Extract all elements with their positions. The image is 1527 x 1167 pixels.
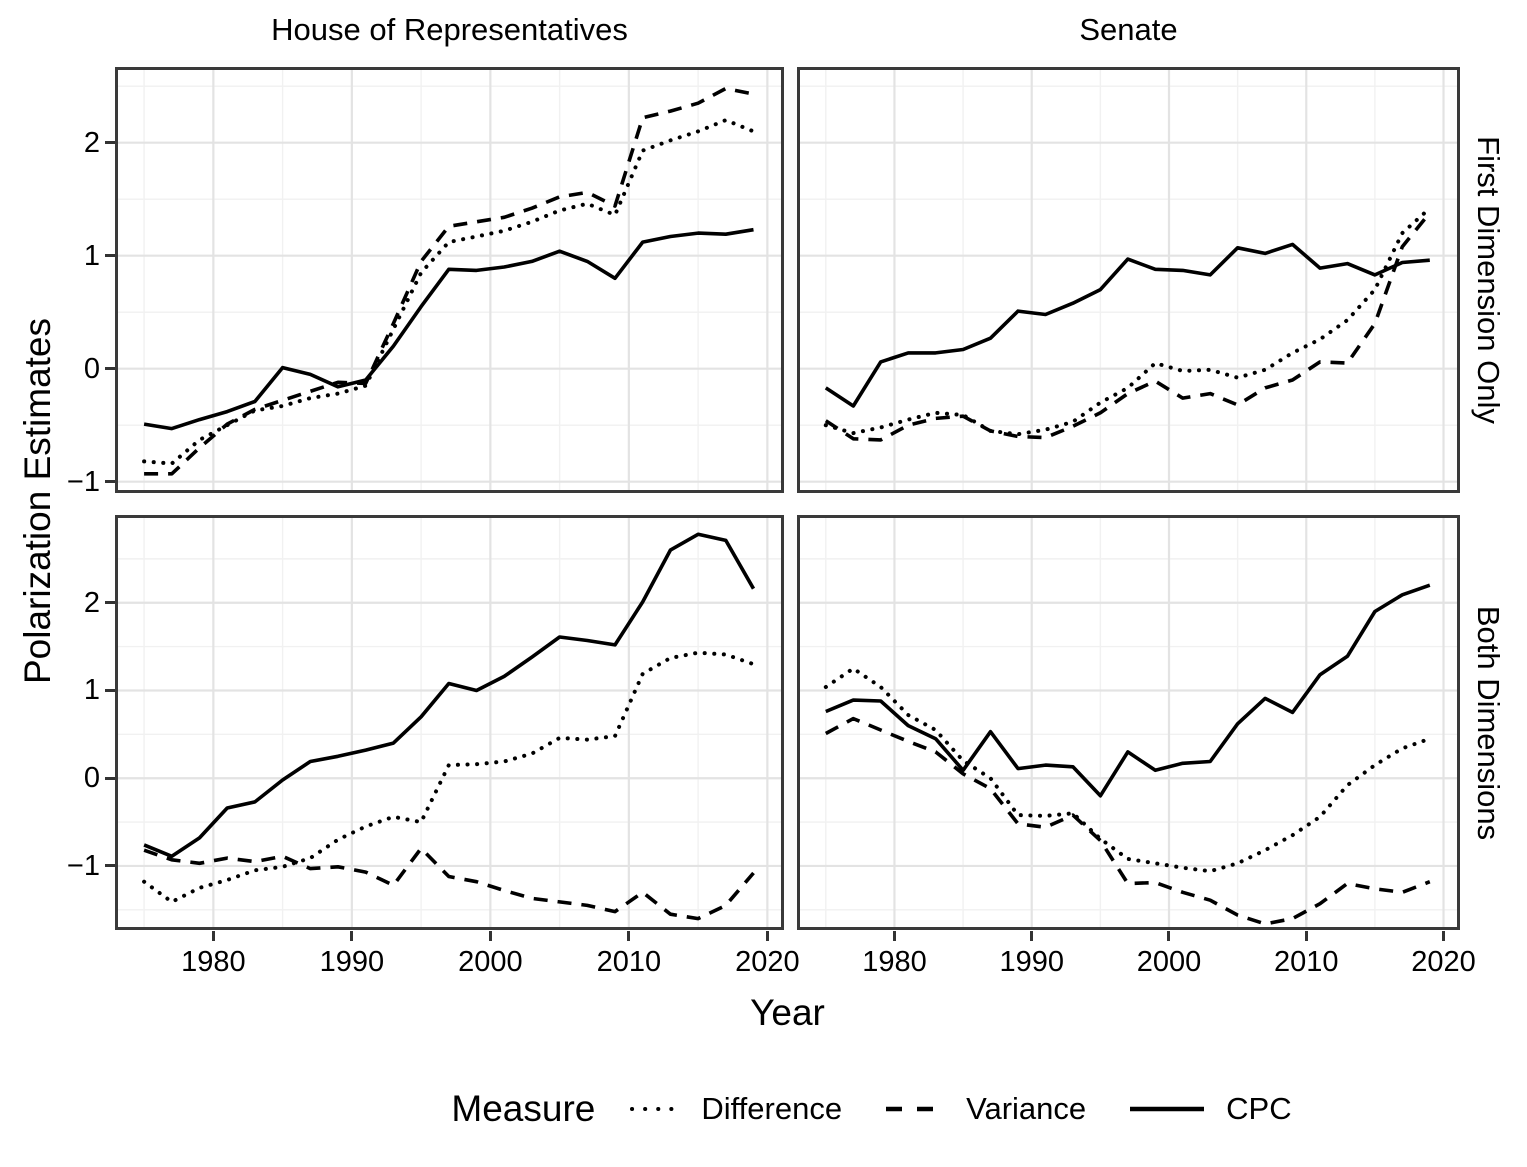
x-tick-label: 2020 xyxy=(1411,946,1476,978)
y-tick-mark xyxy=(105,254,115,258)
x-tick-mark xyxy=(1167,931,1171,941)
x-tick-mark xyxy=(627,931,631,941)
panel-senate-both-dimensions xyxy=(797,515,1460,930)
x-tick-mark xyxy=(1030,931,1034,941)
x-tick-label: 2010 xyxy=(1273,946,1339,978)
facet-strip-label: Both Dimensions xyxy=(1471,605,1506,840)
series-cpc-line xyxy=(825,583,1431,798)
legend-title: Measure xyxy=(451,1088,596,1129)
y-tick-label: −1 xyxy=(66,465,100,498)
panel-border xyxy=(797,67,1460,493)
series-difference-line xyxy=(823,666,1432,874)
legend-item-difference: Difference xyxy=(629,1091,842,1127)
legend-item-variance: Variance xyxy=(884,1091,1086,1127)
x-tick-mark xyxy=(1304,931,1308,941)
panel-house-first-dimension xyxy=(115,67,784,493)
x-tick-label: 1980 xyxy=(862,946,927,978)
series-difference-line xyxy=(142,118,756,466)
x-tick-mark xyxy=(1442,931,1446,941)
y-tick-label: 2 xyxy=(83,126,100,159)
y-tick-label: −1 xyxy=(66,849,100,882)
y-tick-label: 1 xyxy=(83,674,100,707)
y-tick-mark xyxy=(105,367,115,371)
series-difference-line xyxy=(142,650,756,904)
panel-border xyxy=(115,515,784,930)
series-cpc-line xyxy=(143,532,756,859)
x-axis-title: Year xyxy=(750,992,825,1033)
panel-house-both-dimensions xyxy=(115,515,784,930)
panel-border xyxy=(115,67,784,493)
facet-strip-both-dimensions: Both Dimensions xyxy=(1466,515,1510,930)
x-tick-label: 2020 xyxy=(735,946,800,978)
series-cpc-line xyxy=(143,227,754,431)
y-tick-mark xyxy=(105,141,115,145)
solid-line-key xyxy=(1130,1106,1205,1112)
x-tick-mark xyxy=(350,931,354,941)
legend-item-cpc: CPC xyxy=(1128,1091,1292,1127)
y-axis-title: Polarization Estimates xyxy=(17,317,58,685)
legend-item-label: CPC xyxy=(1226,1091,1292,1126)
series-variance-line xyxy=(824,716,1431,926)
dotted-line-key xyxy=(630,1107,681,1111)
x-tick-label: 1980 xyxy=(181,946,246,978)
y-tick-mark xyxy=(105,480,115,484)
x-tick-mark xyxy=(892,931,896,941)
x-tick-label: 1990 xyxy=(999,946,1064,978)
series-difference-line xyxy=(823,206,1432,437)
series-variance-line xyxy=(143,846,755,921)
facet-strip-label: First Dimension Only xyxy=(1471,136,1506,424)
legend-item-label: Difference xyxy=(701,1091,843,1126)
y-tick-label: 0 xyxy=(83,762,100,795)
y-tick-label: 1 xyxy=(83,239,100,272)
x-tick-label: 2000 xyxy=(458,946,523,978)
x-tick-mark xyxy=(211,931,215,941)
series-variance-line xyxy=(144,86,754,476)
panel-senate-first-dimension xyxy=(797,67,1460,493)
legend: Measure Difference Variance CPC xyxy=(0,1088,1527,1130)
x-tick-mark xyxy=(765,931,769,941)
x-tick-mark xyxy=(488,931,492,941)
legend-item-label: Variance xyxy=(966,1091,1087,1126)
panel-border xyxy=(797,515,1460,930)
series-cpc-line xyxy=(824,242,1430,408)
x-tick-label: 2000 xyxy=(1136,946,1202,978)
y-tick-mark xyxy=(105,601,115,605)
y-tick-label: 0 xyxy=(83,352,100,385)
facet-title-senate: Senate xyxy=(1079,12,1178,47)
x-tick-label: 1990 xyxy=(319,946,385,978)
y-tick-mark xyxy=(105,864,115,868)
facet-title-house: House of Representatives xyxy=(271,12,628,47)
x-tick-label: 2010 xyxy=(596,946,662,978)
facet-strip-first-dimension-only: First Dimension Only xyxy=(1466,67,1510,493)
y-tick-mark xyxy=(105,776,115,780)
y-tick-label: 2 xyxy=(83,586,100,619)
y-tick-mark xyxy=(105,688,115,692)
dashed-line-key xyxy=(886,1106,945,1112)
